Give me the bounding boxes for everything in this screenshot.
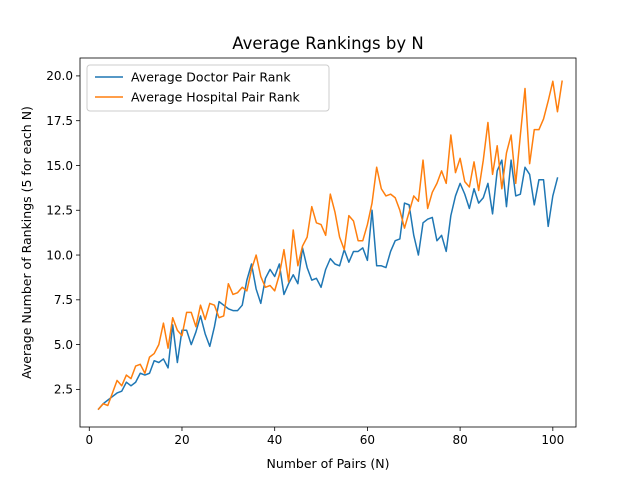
- legend-box: [86, 64, 330, 112]
- x-tick-label: 100: [541, 433, 564, 447]
- y-tick-label: 2.5: [54, 383, 73, 397]
- series-line-1: [97, 80, 563, 411]
- x-axis-label: Number of Pairs (N): [266, 456, 389, 471]
- axes-frame: [79, 57, 577, 428]
- y-tick-label: 10.0: [46, 248, 73, 262]
- y-tick-label: 15.0: [46, 159, 73, 173]
- legend-label-doctor: Average Doctor Pair Rank: [131, 70, 291, 85]
- y-tick-label: 17.5: [46, 114, 73, 128]
- x-tick-label: 60: [360, 433, 375, 447]
- y-tick-label: 5.0: [54, 338, 73, 352]
- legend: Average Doctor Pair Rank Average Hospita…: [86, 64, 330, 112]
- y-tick-label: 20.0: [46, 69, 73, 83]
- x-tick-label: 40: [267, 433, 282, 447]
- chart-title: Average Rankings by N: [232, 34, 423, 53]
- x-tick-label: 80: [452, 433, 467, 447]
- series-line-0: [97, 159, 559, 411]
- x-tick-label: 20: [174, 433, 189, 447]
- series-layer: [97, 80, 563, 411]
- y-tick-label: 7.5: [54, 293, 73, 307]
- legend-label-hospital: Average Hospital Pair Rank: [131, 90, 300, 105]
- x-tick-label: 0: [85, 433, 93, 447]
- plot-area: [80, 58, 576, 427]
- y-tick-label: 12.5: [46, 204, 73, 218]
- axes-layer: 0 20 40 60 80 100 2.5 5.0 7.5 10.0 12.5 15.0 17.5 20.…: [46, 57, 577, 447]
- y-axis-label: Average Number of Rankings (5 for each N…: [19, 106, 34, 379]
